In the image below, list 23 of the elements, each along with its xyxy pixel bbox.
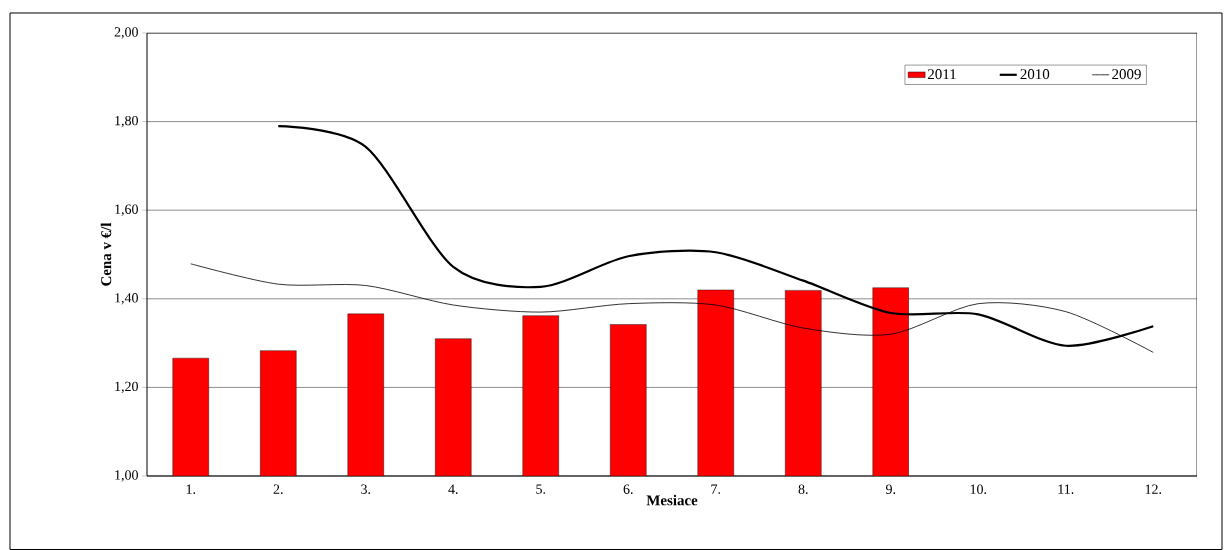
x-tick-label: 8. xyxy=(798,484,808,494)
legend-label: 2010 xyxy=(1020,69,1050,80)
x-tick-label: 1. xyxy=(186,484,196,494)
x-tick-label: 7. xyxy=(711,484,721,494)
y-tick-label: 1,20 xyxy=(115,381,138,394)
legend-label: 2011 xyxy=(927,69,956,80)
legend-label: 2009 xyxy=(1112,69,1141,80)
x-tick-label: 10. xyxy=(970,484,987,494)
x-tick-label: 11. xyxy=(1058,484,1074,494)
y-tick-label: 2,00 xyxy=(114,27,138,39)
y-tick-label: 1,60 xyxy=(115,204,138,216)
x-tick-label: 12. xyxy=(1145,484,1162,494)
x-axis-title: Mesiace xyxy=(646,494,698,506)
y-tick-label: 1,00 xyxy=(115,470,138,482)
y-tick-label: 1,40 xyxy=(115,293,138,305)
x-tick-label: 3. xyxy=(361,484,371,494)
y-axis-title: Cena v €/l xyxy=(100,222,112,286)
x-tick-label: 2. xyxy=(273,484,283,494)
x-tick-label: 6. xyxy=(623,484,633,494)
x-tick-label: 5. xyxy=(536,484,546,494)
y-tick-label: 1,80 xyxy=(115,115,138,128)
x-tick-label: 4. xyxy=(448,484,458,494)
x-tick-label: 9. xyxy=(885,484,896,494)
